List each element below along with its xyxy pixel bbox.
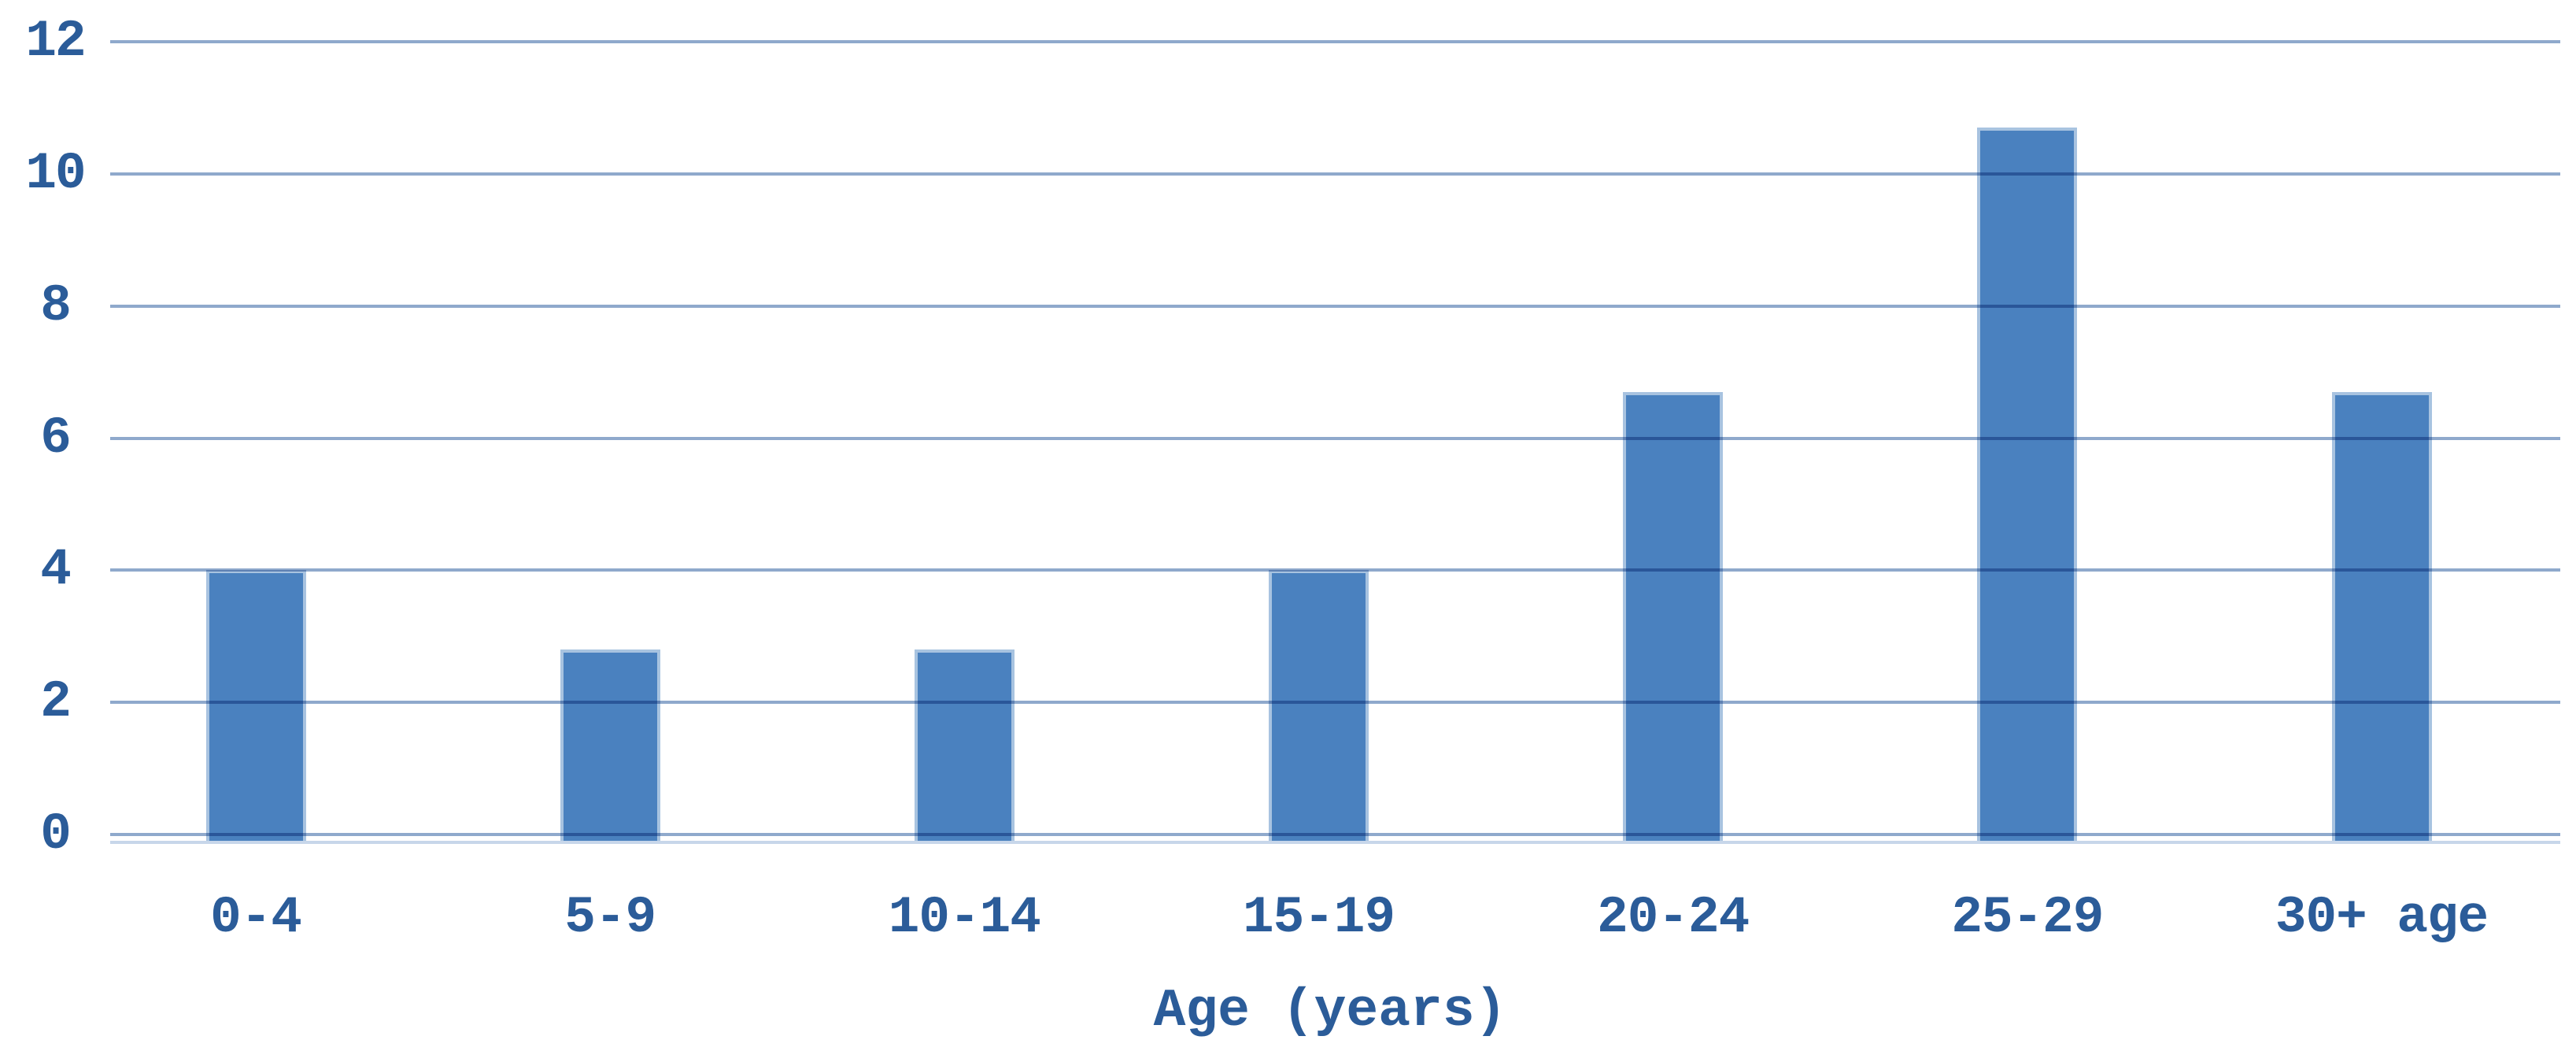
x-axis: 0-4 5-9 10-14 15-19 20-24 25-29 30+ age (0, 890, 2576, 960)
y-tick-label: 10 (25, 143, 86, 203)
gridline (110, 436, 2560, 440)
bar (1977, 128, 2078, 844)
x-tick-label: 25-29 (1951, 888, 2104, 947)
plot-area (110, 40, 2560, 844)
bar (560, 649, 660, 844)
y-tick-label: 4 (40, 540, 72, 600)
x-tick-label: 20-24 (1597, 888, 1750, 947)
y-axis: 0 2 4 6 8 10 12 (0, 13, 110, 863)
gridline (110, 568, 2560, 572)
bar (914, 649, 1015, 844)
x-axis-title: Age (years) (1153, 981, 1507, 1042)
y-tick-label: 8 (40, 276, 72, 335)
y-tick-label: 6 (40, 408, 72, 468)
x-tick-label: 10-14 (888, 888, 1041, 947)
bar (1623, 391, 1724, 844)
bar (205, 570, 306, 844)
y-tick-label: 2 (40, 672, 72, 732)
x-tick-label: 30+ age (2275, 888, 2489, 947)
x-tick-label: 15-19 (1242, 888, 1395, 947)
gridline (110, 40, 2560, 43)
x-tick-label: 0-4 (210, 888, 302, 947)
gridline (110, 701, 2560, 705)
x-tick-label: 5-9 (564, 888, 656, 947)
y-tick-label: 12 (25, 12, 86, 71)
bar (2331, 391, 2432, 844)
y-tick-label: 0 (40, 805, 72, 864)
x-axis-line (110, 841, 2560, 844)
bar (1269, 570, 1369, 844)
gridline (110, 304, 2560, 308)
gridline (110, 833, 2560, 836)
gridline (110, 172, 2560, 176)
